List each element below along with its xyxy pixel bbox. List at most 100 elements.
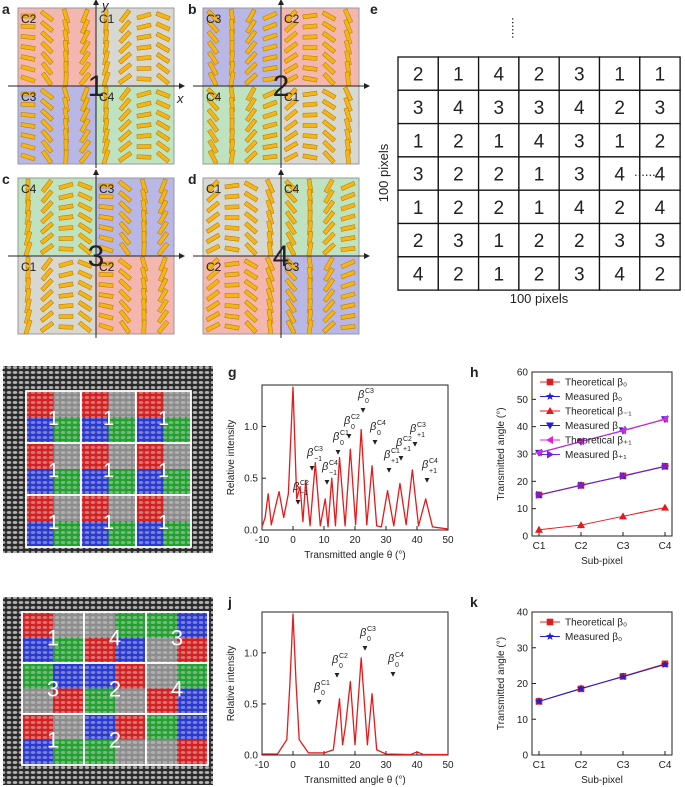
nanobar (118, 210, 132, 225)
nanobar (322, 139, 336, 154)
nanobar (136, 44, 152, 51)
nanobar (206, 257, 220, 271)
annotation-symbol: β (387, 653, 395, 665)
y-tick-label: 60 (517, 368, 529, 379)
ellipsis: ...... (634, 164, 656, 179)
pixel-number: 3 (493, 98, 504, 119)
nanobar (77, 279, 93, 291)
nanobar (155, 31, 171, 43)
nanobar (245, 19, 257, 34)
legend-symbol (546, 407, 554, 414)
x-tick-label: 20 (349, 535, 361, 546)
nanobar (79, 40, 91, 55)
quadrant-label: C1 (99, 12, 115, 26)
nanobar (77, 310, 93, 323)
nanobar (78, 71, 92, 87)
nanobar (262, 88, 278, 100)
y-tick-label: 10 (517, 504, 529, 515)
nanobar (98, 292, 114, 299)
y-tick-label: 0 (522, 751, 528, 762)
nanobar (206, 97, 220, 112)
nanobar (117, 179, 133, 193)
pixel-number: 1 (453, 65, 464, 86)
pixel-number: 3 (574, 131, 585, 152)
peak-annotation: βC2 −1 (292, 480, 309, 497)
nanobar (323, 256, 335, 272)
nanobar (118, 97, 132, 112)
nanobar (98, 312, 114, 321)
nanobar (224, 235, 240, 242)
pixel-number: 1 (534, 165, 545, 186)
annotation-symbol: β (292, 481, 300, 493)
y-tick-label: 0 (522, 532, 528, 543)
nanobar (224, 282, 240, 288)
pixel-number: 1 (614, 65, 625, 86)
pixel-number: 3 (614, 231, 625, 252)
nanobar (323, 178, 335, 194)
nanobar (283, 52, 299, 64)
x-tick-label: 20 (349, 760, 361, 771)
quadrant-label: C4 (284, 182, 300, 196)
nanobar (244, 51, 258, 65)
annotation-sup: C3 (314, 446, 323, 453)
quadrant-label: C1 (21, 260, 37, 274)
nanobar (155, 130, 171, 142)
panel-label: g (228, 364, 237, 380)
annotation-sub: −1 (300, 490, 308, 497)
nanobar (224, 204, 240, 210)
nanobar (77, 211, 93, 224)
pixel-number: 4 (574, 98, 585, 119)
quadrant-label: C4 (21, 182, 37, 196)
panel-label: c (2, 171, 10, 187)
pixel-number: 3 (534, 98, 545, 119)
nanobar (101, 60, 111, 77)
x-tick-label: C3 (617, 760, 630, 771)
nanobar (77, 181, 93, 191)
y-tick-label: 1.0 (244, 422, 258, 433)
nanobar (77, 300, 93, 312)
annotation-sup: C3 (367, 626, 376, 633)
nanobar (58, 225, 74, 231)
nanobar (285, 319, 297, 335)
panel-label: e (370, 1, 378, 17)
y-tick-label: 0.5 (244, 474, 258, 485)
nanobar (158, 178, 168, 194)
nanobar (79, 50, 91, 66)
pixel-number: 4 (655, 165, 666, 186)
block-number: 1 (103, 460, 114, 482)
nanobar (136, 11, 152, 21)
nanobar (283, 130, 299, 142)
nanobar (284, 9, 298, 23)
nanobar (244, 107, 258, 123)
nanobar (207, 149, 219, 165)
annotation-sup: C4 (329, 460, 338, 467)
peak-annotation: βC2 +1 (395, 436, 412, 453)
nanobar (206, 189, 220, 204)
pixel-number: 3 (655, 98, 666, 119)
nanobar (155, 41, 171, 54)
nanobar (284, 257, 298, 271)
panel-label: j (227, 594, 232, 610)
pixel-number: 4 (655, 198, 666, 219)
spectrum-line (261, 386, 449, 530)
annotation-symbol: β (421, 459, 429, 471)
nanobar (244, 299, 258, 313)
nanobar (79, 18, 91, 35)
spectrum-line (262, 613, 448, 756)
axis-label: y (101, 0, 110, 13)
nanobar (141, 241, 147, 257)
pixel-number: 3 (574, 165, 585, 186)
nanobar (102, 50, 110, 66)
pixel-number: 4 (534, 131, 545, 152)
nanobar (20, 142, 36, 151)
nanobar (262, 32, 278, 42)
nanobar (244, 231, 258, 246)
nanobar (117, 257, 133, 271)
nanobar (343, 39, 353, 56)
nanobar (136, 133, 152, 139)
pixel-cell (518, 222, 560, 258)
point (619, 512, 627, 520)
nanobar (322, 242, 336, 256)
nanobar (98, 214, 114, 221)
